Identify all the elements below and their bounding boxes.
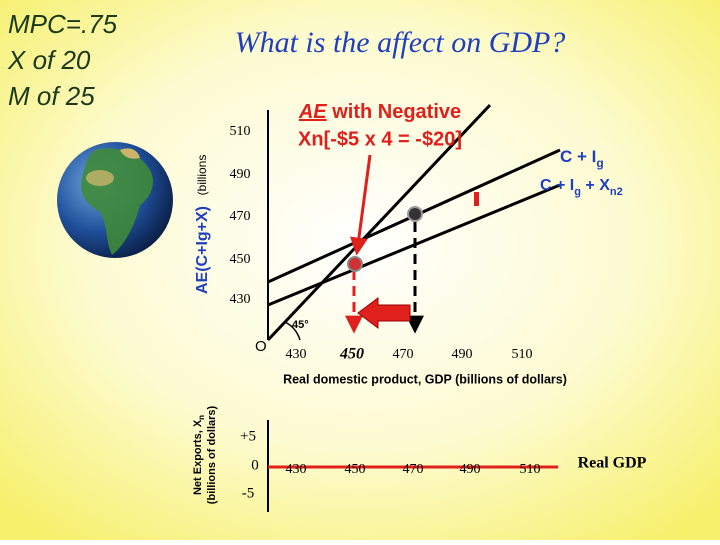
y-ticks: 510 490 470 450 430 [230, 124, 251, 307]
annotation-term: AE [298, 101, 327, 123]
x-axis-label: Real domestic product, GDP (billions of … [283, 372, 567, 386]
annotation: AE with Negative [298, 101, 461, 123]
new-equilibrium-point [347, 256, 363, 272]
y-tick-label: 0 [251, 457, 259, 473]
y-axis-label: Net Exports, Xn [192, 415, 206, 495]
globe [57, 142, 173, 258]
y-tick-label: 450 [230, 252, 251, 267]
y-axis-label-sub: n [197, 415, 206, 420]
x-tick-label: 470 [393, 347, 414, 362]
line-label-text: C + I [560, 147, 596, 166]
x-tick-label: 490 [452, 347, 473, 362]
side-note: MPC=.75 [8, 9, 118, 39]
x-ticks: 430 450 470 490 510 [286, 462, 541, 477]
y-axis-unit: (billions [195, 155, 209, 196]
45-degree-line [266, 103, 492, 342]
y-tick-label: +5 [240, 428, 256, 444]
x-tick-label: 430 [286, 347, 307, 362]
line-label-sub: g [574, 186, 581, 198]
line-label-text: + X [581, 177, 610, 194]
side-note: X of 20 [7, 45, 91, 75]
equilibrium-point [407, 206, 423, 222]
y-tick-label: 430 [230, 292, 251, 307]
line-label-sub: n2 [610, 186, 623, 198]
y-tick-label: 470 [230, 209, 251, 224]
y-tick-label: 510 [230, 124, 251, 139]
y-axis-label: AE(C+Ig+X) [194, 206, 211, 294]
x-tick-label: 510 [520, 462, 541, 477]
upper-chart: AE(C+Ig+X) (billions 510 490 470 450 430… [194, 101, 623, 386]
line-label: C + Ig [560, 147, 604, 170]
origin-label: O [255, 338, 267, 355]
marker [474, 192, 479, 206]
line-label-sub: g [596, 156, 603, 170]
slide-title: What is the affect on GDP? [235, 26, 566, 59]
x-ticks: 430 450 470 490 510 [286, 346, 533, 363]
y-axis-label-text: Net Exports, X [192, 419, 204, 495]
y-ticks: +5 0 -5 [240, 428, 259, 501]
side-note: M of 25 [8, 81, 95, 111]
x-tick-label: 490 [460, 462, 481, 477]
line-label-text: C + I [540, 177, 574, 194]
angle-arc [284, 321, 301, 341]
side-notes: MPC=.75 X of 20 M of 25 [7, 9, 118, 111]
x-tick-label: 430 [286, 462, 307, 477]
x-axis-label: Real GDP [578, 455, 647, 472]
lower-chart: Net Exports, Xn (billions of dollars) +5… [192, 405, 647, 512]
y-tick-label: 490 [230, 167, 251, 182]
x-tick-label: 450 [339, 346, 364, 363]
y-tick-label: -5 [242, 485, 255, 501]
annotation-arrow [349, 154, 372, 256]
x-tick-label: 510 [512, 347, 533, 362]
y-axis-unit: (billions of dollars) [206, 405, 218, 504]
x-tick-label: 470 [403, 462, 424, 477]
annotation-text: with Negative [327, 101, 461, 123]
angle-label: 45° [292, 319, 309, 331]
shift-arrow [357, 297, 411, 329]
x-tick-label: 450 [345, 462, 366, 477]
line-label: C + Ig + Xn2 [540, 177, 623, 198]
annotation: Xn[-$5 x 4 = -$20] [298, 128, 462, 150]
